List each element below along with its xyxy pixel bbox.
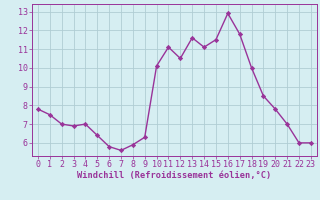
X-axis label: Windchill (Refroidissement éolien,°C): Windchill (Refroidissement éolien,°C) — [77, 171, 272, 180]
